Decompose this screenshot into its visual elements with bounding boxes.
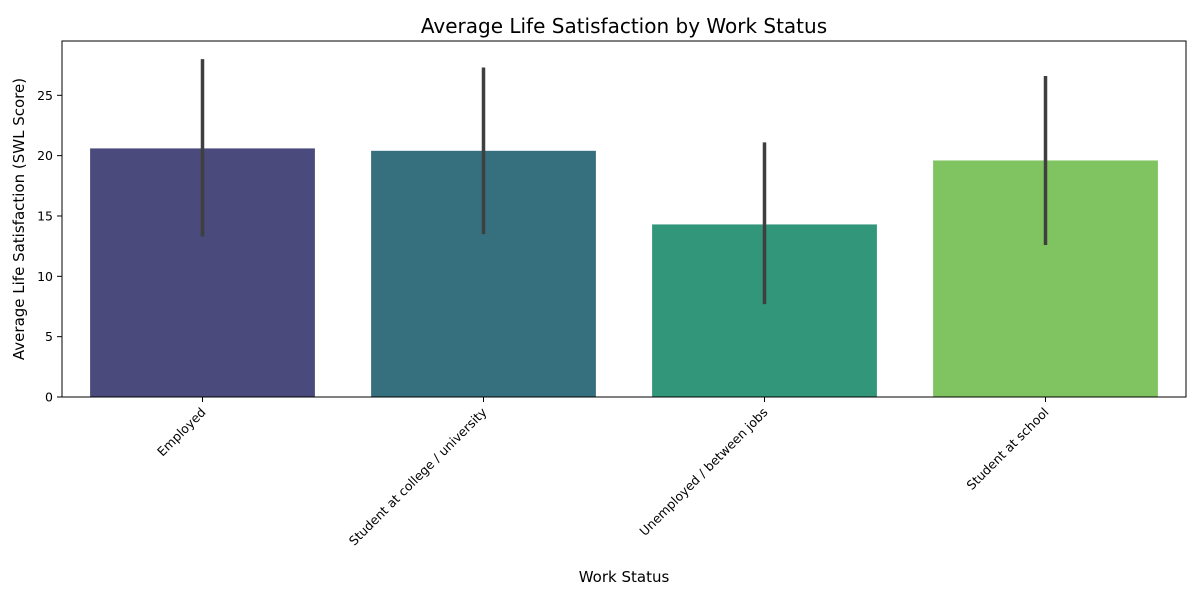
y-axis-label: Average Life Satisfaction (SWL Score) bbox=[10, 78, 28, 360]
y-tick-label: 5 bbox=[45, 329, 53, 344]
y-tick-label: 25 bbox=[37, 88, 53, 103]
x-axis: Employed Student at college / university U… bbox=[154, 397, 1052, 548]
y-tick-label: 15 bbox=[37, 208, 53, 223]
x-tick-label: Unemployed / between jobs bbox=[636, 405, 770, 539]
plot-frame bbox=[61, 40, 1187, 398]
x-axis-label: Work Status bbox=[579, 568, 670, 586]
bars-layer bbox=[90, 148, 1158, 397]
x-tick-label: Employed bbox=[154, 405, 209, 460]
x-tick-label: Student at school bbox=[963, 405, 1051, 493]
error-bars-layer bbox=[200, 59, 1048, 305]
y-tick-label: 10 bbox=[37, 269, 53, 284]
x-tick-label: Student at college / university bbox=[346, 404, 490, 548]
y-tick-label: 0 bbox=[45, 390, 53, 405]
y-tick-label: 20 bbox=[37, 148, 53, 163]
y-axis: 0 5 10 15 20 25 bbox=[37, 88, 62, 405]
chart-title: Average Life Satisfaction by Work Status bbox=[421, 14, 827, 38]
